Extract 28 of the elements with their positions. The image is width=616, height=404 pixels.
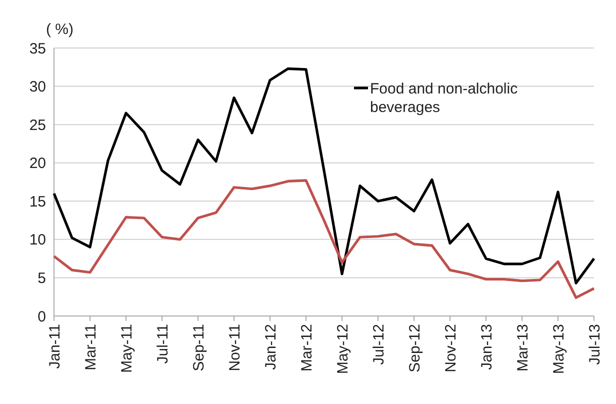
line-series (52, 67, 596, 284)
x-tick-label: Mar-12 (298, 324, 316, 372)
x-tick-label: May-13 (550, 324, 568, 374)
x-tick-label: Mar-13 (514, 324, 532, 372)
y-tick-label: 30 (29, 78, 46, 96)
x-tick-label: Jul-12 (370, 324, 388, 365)
y-axis-title: ( %) (46, 21, 74, 38)
x-tick-label: Sep-12 (406, 324, 424, 372)
x-tick-label: Jan-12 (262, 324, 280, 370)
y-tick-label: 0 (38, 308, 46, 326)
y-tick-label: 20 (29, 155, 46, 172)
x-tick-label: Jul-11 (154, 324, 172, 364)
x-tick-label: Nov-12 (442, 324, 460, 372)
x-tick-label: Mar-11 (82, 324, 100, 370)
y-tick-label: 10 (29, 232, 46, 249)
x-tick-label: Jan-13 (478, 324, 496, 370)
legend-label: Food and non-alcholic beverages (370, 80, 518, 116)
x-tick-label: May-12 (334, 324, 352, 374)
y-tick-label: 35 (29, 40, 46, 58)
x-tick-label: Jul-13 (586, 324, 604, 365)
line-series (52, 179, 596, 299)
x-tick-label: May-11 (118, 324, 136, 373)
y-tick-label: 5 (38, 270, 46, 287)
y-tick-label: 25 (29, 116, 46, 134)
x-tick-label: Nov-11 (226, 324, 244, 372)
x-tick-label: Jan-11 (46, 324, 64, 369)
x-tick-label: Sep-11 (190, 324, 208, 372)
y-tick-label: 15 (29, 193, 46, 210)
